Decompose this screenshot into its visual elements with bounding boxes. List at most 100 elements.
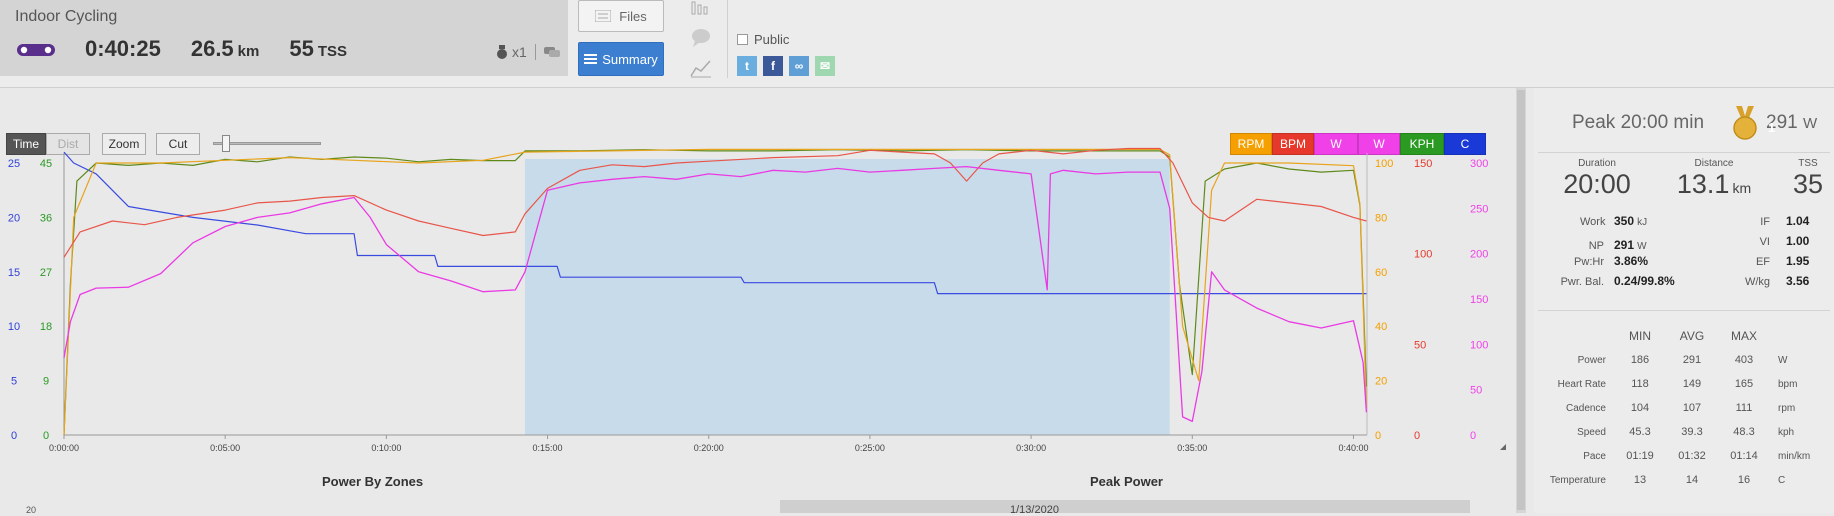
cadence_rpm-tick-label: 100 [1375,158,1393,170]
vi-value: 1.00 [1786,234,1810,248]
resize-handle-icon[interactable] [1500,444,1506,450]
smoothing-slider[interactable] [213,135,321,152]
power-by-zones-title: Power By Zones [322,474,424,489]
table-row: Power 186 291 403 W [1577,354,1788,366]
scrollbar[interactable] [1516,88,1526,513]
ride-summary-panel: Indoor Cycling 0:40:25 26.5 km 55 TSS x1 [0,0,568,76]
speed_kph-tick-label: 36 [40,212,52,224]
cadence_rpm-tick-label: 0 [1375,430,1381,442]
peak-label: Peak 20:00 min [1572,112,1705,133]
ride-tss: 55 TSS [289,36,348,61]
view-icons [688,0,712,80]
series-w-line [63,165,1368,423]
cadence_rpm-tick-label: 80 [1375,212,1387,224]
x-tick-label: 0:25:00 [855,443,885,453]
table-row: Heart Rate 118 149 165 bpm [1557,378,1798,390]
series-rpm-line [63,148,1367,436]
temp_c-tick-label: 0 [11,430,17,442]
power_w-tick-label: 250 [1470,203,1488,215]
power_w-tick-label: 200 [1470,249,1488,261]
legend-bpm-button[interactable]: BPM [1272,133,1314,155]
twitter-icon[interactable]: t [737,56,757,76]
temp_c-tick-label: 5 [11,376,17,388]
wkg-label: W/kg [1744,276,1770,288]
gold-medal-icon [1733,106,1757,140]
facebook-icon[interactable]: f [763,56,783,76]
legend-w-button[interactable]: W [1314,133,1358,155]
files-button[interactable]: Files [578,0,664,32]
share-buttons: t f ∞ ✉ [737,56,841,76]
speed_kph-tick-label: 9 [43,376,49,388]
series-c-line [63,151,1367,295]
speed_kph-tick-label: 0 [43,430,49,442]
speed_kph-tick-label: 27 [40,267,52,279]
series-bpm-line [63,147,1367,258]
zoom-button[interactable]: Zoom [102,133,146,155]
summary-button[interactable]: Summary [578,42,664,76]
kudos-count: x1 [512,44,527,60]
scrollbar-thumb[interactable] [1517,90,1525,510]
pwhr-label: Pw:Hr [1574,256,1604,268]
divider [727,0,728,78]
public-toggle[interactable]: Public [737,32,789,47]
work-value: 350 kJ [1614,214,1648,228]
time-toggle[interactable]: Time [6,133,46,155]
table-row: Speed 45.3 39.3 48.3 kph [1577,426,1795,438]
ride-social: x1 [495,44,560,60]
link-icon[interactable]: ∞ [789,56,809,76]
if-value: 1.04 [1786,214,1810,228]
divider [1538,152,1830,153]
minmax-table: MIN AVG MAX Power 186 291 403 W Heart Rate 11… [1542,324,1820,492]
list-icon [584,54,598,64]
temp_c-tick-label: 20 [8,212,20,224]
summary-label: Summary [602,51,658,67]
ef-value: 1.95 [1786,254,1810,268]
email-icon[interactable]: ✉ [815,56,835,76]
legend-kph-button[interactable]: KPH [1400,133,1444,155]
speed_kph-tick-label: 18 [40,321,52,333]
area-chart-icon[interactable] [690,58,712,78]
temp_c-tick-label: 15 [8,267,20,279]
work-label: Work [1580,216,1606,228]
public-checkbox[interactable] [737,34,748,45]
kudos-icon[interactable] [495,44,509,60]
bar-chart-icon[interactable] [690,0,712,16]
comment-bubble-icon[interactable] [690,28,712,48]
x-tick-label: 0:20:00 [694,443,724,453]
divider [534,44,536,60]
temp_c-tick-label: 25 [8,158,20,170]
slider-handle[interactable] [222,135,230,152]
ride-title: Indoor Cycling [15,8,118,25]
peak-watts: 291 W [1766,112,1818,133]
ride-chart[interactable]: 0:00:00 0:05:00 0:10:00 0:15:00 0:20:00 0:25:… [0,90,1516,513]
comment-icon[interactable] [543,45,560,59]
legend-rpm-button[interactable]: RPM [1230,133,1272,155]
table-header-row: MIN AVG MAX [1542,324,1820,348]
x-tick-label: 0:35:00 [1177,443,1207,453]
legend-c-button[interactable]: C [1444,133,1486,155]
min-header: MIN [1629,329,1651,343]
public-label: Public [754,32,790,47]
dist-toggle[interactable]: Dist [46,133,90,155]
selection-range[interactable] [524,159,1170,435]
legend-w-button[interactable]: W [1358,133,1400,155]
peak-power-date: 1/13/2020 [1010,504,1059,516]
ride-stats: 0:40:25 26.5 km 55 TSS [15,36,377,64]
table-row: Pace 01:19 01:32 01:14 min/km [1583,450,1811,462]
if-label: IF [1760,216,1770,228]
bike-chain-icon [17,44,55,56]
power_w-tick-label: 300 [1470,158,1488,170]
cut-button[interactable]: Cut [156,133,200,155]
max-header: MAX [1730,329,1757,343]
avg-header: AVG [1679,329,1705,343]
power_w-tick-label: 150 [1470,294,1488,306]
ride-time: 0:40:25 [85,36,161,61]
speed_kph-tick-label: 45 [40,158,52,170]
peak-header: Peak 20:00 min 1 291 W [1572,106,1817,140]
x-tick-label: 0:40:00 [1338,443,1368,453]
divider [1538,310,1830,311]
tss-stat: TSS 35 [1792,158,1824,199]
heart_bpm-tick-label: 150 [1414,158,1432,170]
series-kph-line [63,149,1367,436]
peak-rank: 1 [1768,120,1776,135]
